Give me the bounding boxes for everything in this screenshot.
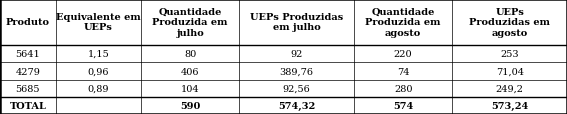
Text: 1,15: 1,15 xyxy=(87,49,109,58)
Text: Equivalente em
UEPs: Equivalente em UEPs xyxy=(56,13,141,32)
Text: 574: 574 xyxy=(393,101,413,110)
Bar xyxy=(56,80,141,98)
Bar xyxy=(354,45,452,63)
Bar xyxy=(452,80,567,98)
Bar xyxy=(141,45,239,63)
Bar xyxy=(0,0,56,45)
Text: 4279: 4279 xyxy=(15,67,40,76)
Text: 80: 80 xyxy=(184,49,196,58)
Bar xyxy=(141,0,239,45)
Bar xyxy=(141,63,239,80)
Bar xyxy=(141,80,239,98)
Bar xyxy=(0,98,56,114)
Text: Produto: Produto xyxy=(6,18,50,27)
Text: UEPs
Produzidas em
agosto: UEPs Produzidas em agosto xyxy=(469,8,550,37)
Text: 574,32: 574,32 xyxy=(278,101,315,110)
Text: 220: 220 xyxy=(394,49,412,58)
Text: 0,96: 0,96 xyxy=(87,67,109,76)
Text: TOTAL: TOTAL xyxy=(10,101,46,110)
Bar xyxy=(354,0,452,45)
Bar xyxy=(452,45,567,63)
Bar xyxy=(141,98,239,114)
Bar xyxy=(452,0,567,45)
Bar xyxy=(56,63,141,80)
Text: 92: 92 xyxy=(290,49,303,58)
Text: 5641: 5641 xyxy=(15,49,40,58)
Text: 5685: 5685 xyxy=(16,84,40,93)
Bar xyxy=(56,98,141,114)
Bar xyxy=(239,63,354,80)
Bar xyxy=(56,45,141,63)
Text: 253: 253 xyxy=(500,49,519,58)
Bar xyxy=(354,80,452,98)
Text: 280: 280 xyxy=(394,84,412,93)
Text: 249,2: 249,2 xyxy=(496,84,524,93)
Text: 0,89: 0,89 xyxy=(87,84,109,93)
Text: UEPs Produzidas
em julho: UEPs Produzidas em julho xyxy=(250,13,343,32)
Bar xyxy=(354,63,452,80)
Text: 590: 590 xyxy=(180,101,200,110)
Bar xyxy=(239,0,354,45)
Bar xyxy=(354,98,452,114)
Text: 71,04: 71,04 xyxy=(496,67,524,76)
Text: 389,76: 389,76 xyxy=(280,67,314,76)
Bar xyxy=(239,45,354,63)
Bar xyxy=(0,45,56,63)
Bar xyxy=(452,98,567,114)
Text: Quantidade
Produzida em
julho: Quantidade Produzida em julho xyxy=(153,8,228,37)
Text: 573,24: 573,24 xyxy=(491,101,528,110)
Bar xyxy=(239,80,354,98)
Text: 92,56: 92,56 xyxy=(283,84,311,93)
Text: 74: 74 xyxy=(397,67,409,76)
Text: 406: 406 xyxy=(181,67,200,76)
Text: Quantidade
Produzida em
agosto: Quantidade Produzida em agosto xyxy=(365,8,441,37)
Bar xyxy=(56,0,141,45)
Bar xyxy=(0,80,56,98)
Bar xyxy=(0,63,56,80)
Bar xyxy=(239,98,354,114)
Text: 104: 104 xyxy=(181,84,200,93)
Bar xyxy=(452,63,567,80)
